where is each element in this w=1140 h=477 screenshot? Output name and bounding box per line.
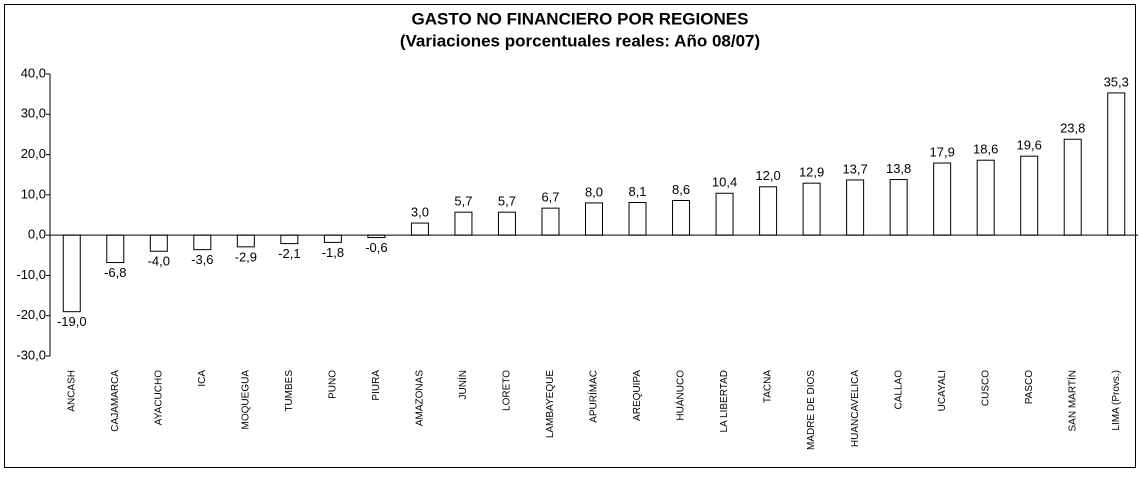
chart-frame [4,4,1136,468]
x-tick-label: LORETO [502,370,513,411]
value-label: 12,0 [755,168,780,183]
value-label: 13,7 [842,161,867,176]
bar [672,199,691,236]
value-label: 8,1 [628,184,646,199]
bar [585,202,603,236]
value-label: 6,7 [541,190,559,205]
chart-subtitle: (Variaciones porcentuales reales: Año 08… [400,31,760,50]
bar [106,234,125,264]
bar [759,186,778,236]
x-tick-label: ICA [197,370,208,387]
x-tick-label: AREQUIPA [632,370,643,421]
x-tick-label: TUMBES [284,370,295,412]
bar [628,202,647,236]
bar [149,234,168,252]
value-label: 8,0 [585,184,603,199]
bar [193,234,212,251]
bar [976,159,995,236]
value-label: -19,0 [57,314,87,329]
value-label: 10,4 [712,175,737,190]
value-label: 3,0 [411,204,429,219]
x-tick-label: APURÍMAC [587,370,600,423]
bar [802,182,821,236]
bar [280,234,299,245]
y-tick-label: -20,0 [16,307,46,322]
value-label: -0,6 [365,240,387,255]
x-tick-label: HUÁNUCO [674,370,687,421]
bar [541,207,560,236]
value-label: 19,6 [1017,138,1042,153]
value-label: -6,8 [104,265,126,280]
bar [1107,92,1126,236]
x-tick-label: MOQUEGUA [240,370,251,430]
bar [497,211,516,236]
x-tick-label: CUSCO [980,370,991,406]
bar [1063,138,1082,236]
x-tick-label: CALLAO [893,370,904,410]
y-tick-label: -30,0 [16,347,46,362]
bar [323,234,342,243]
x-tick-label: UCAYALI [937,370,948,411]
x-tick-label: SAN MARTÍN [1065,370,1078,432]
y-tick-label: 10,0 [21,186,46,201]
x-tick-label: AYACUCHO [153,370,164,425]
x-tick-label: ANCASH [66,370,77,412]
x-tick-label: LIMA (Provs.) [1111,370,1122,431]
value-label: -1,8 [322,245,344,260]
bar [715,192,734,236]
y-tick-label: 30,0 [21,106,46,121]
value-label: 23,8 [1060,121,1085,136]
value-label: 17,9 [930,144,955,159]
x-tick-label: LA LIBERTAD [719,370,730,432]
chart-title: GASTO NO FINANCIERO POR REGIONES [412,9,749,28]
value-label: 12,9 [799,165,824,180]
x-tick-label: MADRE DE DIOS [806,370,817,450]
value-label: 5,7 [498,194,516,209]
x-tick-label: TACNA [763,370,774,403]
x-tick-label: AMAZONAS [415,370,426,426]
value-label: -3,6 [191,252,213,267]
bar [410,222,429,236]
value-label: -4,0 [148,254,170,269]
x-tick-label: HUANCAVELICA [850,370,861,447]
x-tick-label: CAJAMARCA [110,370,121,432]
bar [236,234,255,248]
bar [889,179,908,236]
value-label: 5,7 [454,194,472,209]
bar [846,179,865,236]
bar [933,162,952,236]
value-label: 35,3 [1104,74,1129,89]
y-tick-label: 20,0 [21,146,46,161]
x-tick-label: PASCO [1024,370,1035,404]
value-label: 8,6 [672,182,690,197]
x-tick-label: PUNO [328,370,339,399]
x-tick-label: LAMBAYEQUE [545,370,556,438]
value-label: -2,9 [235,249,257,264]
bar [454,211,473,236]
y-tick-label: -10,0 [16,267,46,282]
bar [1020,155,1039,236]
bar [62,234,81,313]
value-label: 18,6 [973,142,998,157]
y-tick-label: 0,0 [28,227,46,242]
value-label: 13,8 [886,161,911,176]
x-tick-label: JUNÍN [456,370,469,399]
x-tick-label: PIURA [371,370,382,401]
y-tick-label: 40,0 [21,65,46,80]
value-label: -2,1 [278,246,300,261]
